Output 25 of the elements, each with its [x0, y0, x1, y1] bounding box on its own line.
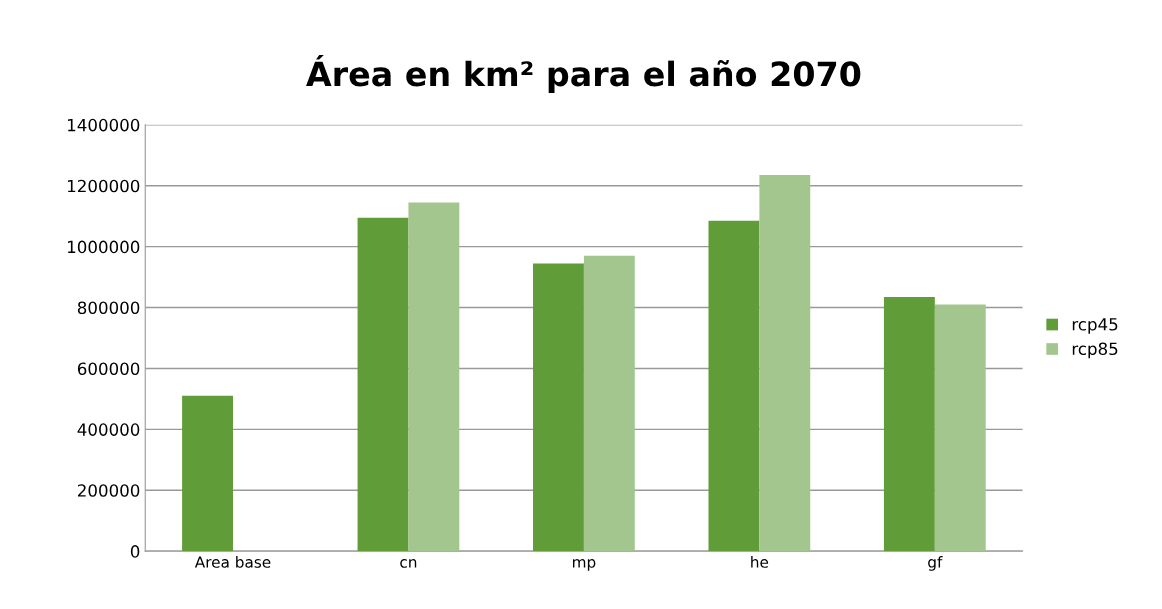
y-tick-label: 0	[130, 545, 140, 558]
bar	[759, 175, 811, 552]
bar	[708, 220, 760, 552]
y-tick-label: 1400000	[67, 118, 140, 132]
x-tick-label: he	[751, 556, 769, 568]
x-tick-label: mp	[573, 559, 596, 571]
x-tick-label: Area base	[194, 556, 271, 568]
bar	[533, 263, 584, 552]
y-tick-label: 1000000	[67, 240, 140, 254]
x-tick-label: gf	[928, 556, 943, 571]
bar	[182, 395, 233, 552]
bar	[934, 304, 986, 552]
bar	[408, 202, 460, 552]
legend-label: rcp85	[1072, 342, 1118, 359]
y-tick-label: 400000	[77, 423, 140, 436]
x-tick-label: cn	[400, 559, 417, 568]
legend-label: rcp45	[1072, 318, 1118, 334]
bar	[883, 296, 935, 552]
y-tick-label: 1200000	[67, 179, 140, 193]
y-tick-label: 200000	[77, 484, 140, 497]
chart-title: Área en km² para el año 2070	[306, 55, 861, 93]
y-tick-label: 600000	[77, 362, 140, 376]
bar	[357, 217, 409, 552]
y-tick-label: 800000	[77, 301, 140, 315]
bar	[583, 255, 635, 552]
